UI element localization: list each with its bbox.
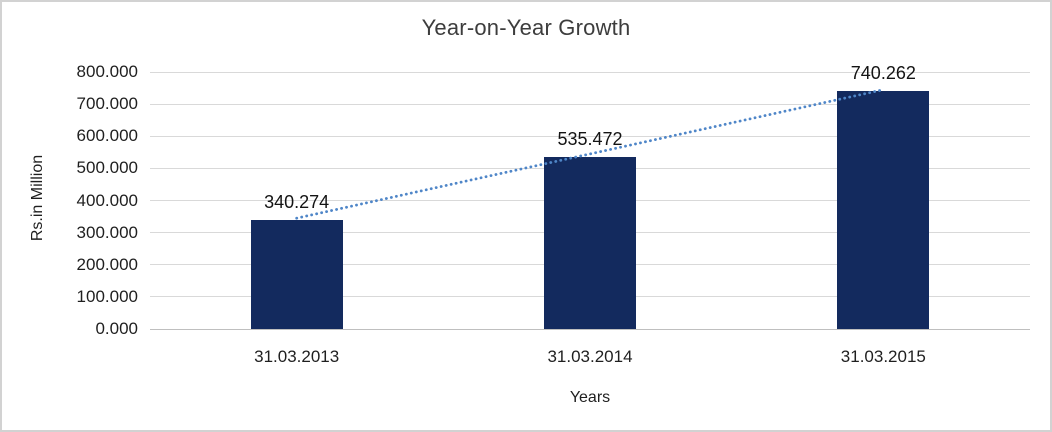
y-tick-label: 300.000 bbox=[76, 222, 138, 242]
x-tick-label: 31.03.2015 bbox=[840, 347, 926, 366]
bar bbox=[544, 156, 636, 329]
x-axis-line bbox=[150, 328, 1030, 330]
bar-value-label: 740.262 bbox=[850, 63, 916, 84]
bar bbox=[250, 219, 343, 329]
y-tick-label: 200.000 bbox=[76, 254, 138, 274]
y-tick-label: 400.000 bbox=[76, 190, 138, 210]
y-tick-label: 100.000 bbox=[76, 286, 138, 306]
y-tick-label: 0.000 bbox=[95, 319, 138, 338]
x-tick-label: 31.03.2013 bbox=[254, 347, 340, 366]
x-tick-label: 31.03.2014 bbox=[547, 347, 633, 366]
y-tick-label: 800.000 bbox=[76, 62, 138, 81]
gridline bbox=[150, 71, 1030, 73]
x-axis-title: Years bbox=[569, 389, 611, 406]
chart-title: Year-on-Year Growth bbox=[421, 15, 631, 40]
y-tick-label: 600.000 bbox=[76, 126, 138, 146]
y-tick-label: 500.000 bbox=[76, 158, 138, 178]
bar-value-label: 535.472 bbox=[557, 128, 623, 149]
bar bbox=[837, 91, 930, 329]
bar-value-label: 340.274 bbox=[264, 191, 330, 212]
y-tick-label: 700.000 bbox=[76, 94, 138, 114]
